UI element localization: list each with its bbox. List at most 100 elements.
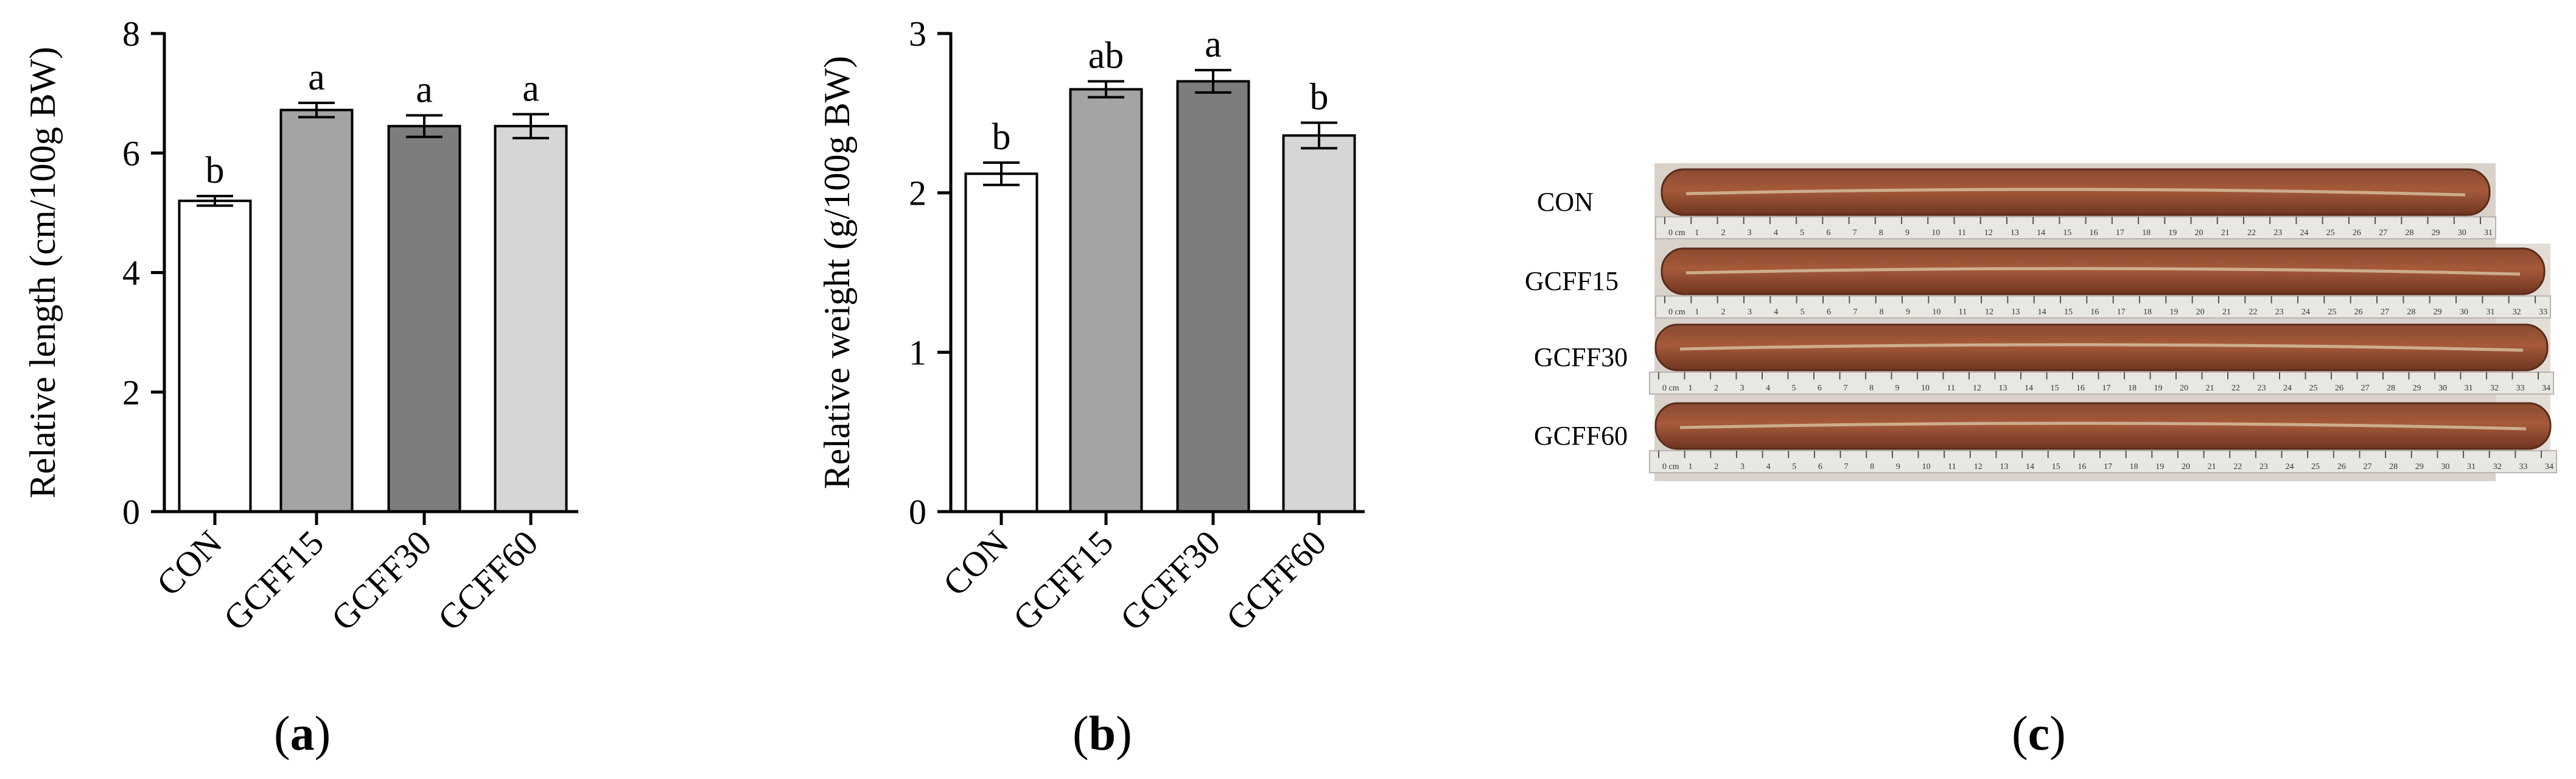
ruler-tick-label: 20 [2180, 384, 2188, 393]
ruler-tick-label: 8 [1870, 462, 1874, 471]
ruler-tick-label: 25 [2309, 384, 2318, 393]
ruler-tick-label: 17 [2116, 228, 2124, 238]
ruler-tick-label: 7 [1844, 384, 1848, 393]
intestine-strip [1661, 247, 2546, 295]
ruler-tick-label: 32 [2493, 462, 2502, 471]
intestine-strip [1654, 402, 2552, 450]
ruler-tick-label: 31 [2484, 228, 2493, 238]
x-tick-label: CON [149, 523, 230, 604]
ruler-tick-label: 4 [1774, 308, 1778, 317]
panel-label-c: (c) [2012, 707, 2066, 761]
ruler-tick-label: 0 cm [1668, 228, 1685, 238]
ruler-tick-label: 15 [2051, 384, 2059, 393]
y-tick-label: 0 [122, 492, 140, 532]
ruler-tick-label: 6 [1826, 228, 1830, 238]
ruler-tick-label: 9 [1895, 384, 1900, 393]
y-tick-label: 1 [909, 333, 926, 372]
y-tick-label: 8 [122, 14, 140, 54]
ruler-tick-label: 24 [2286, 462, 2294, 471]
ruler-tick-label: 9 [1906, 308, 1910, 317]
ruler-tick-label: 11 [1947, 384, 1955, 393]
ruler-tick-label: 18 [2143, 308, 2152, 317]
ruler-tick-label: 30 [2441, 462, 2449, 471]
panel-label-a: (a) [274, 707, 331, 761]
ruler-tick-label: 20 [2196, 308, 2205, 317]
bar-gcff15 [1069, 88, 1143, 513]
bar-con [178, 199, 252, 513]
intestine-highlight [1685, 267, 2521, 276]
ruler-tick-label: 12 [1984, 228, 1993, 238]
ruler-tick-label: 2 [1721, 308, 1726, 317]
ruler-tick-label: 9 [1905, 228, 1909, 238]
ruler-tick-label: 6 [1827, 308, 1831, 317]
intestine-strip [1654, 323, 2549, 372]
ruler-tick-label: 22 [2231, 384, 2240, 393]
x-tick-label: CON [936, 523, 1017, 604]
ruler-tick-label: 31 [2486, 308, 2494, 317]
ruler-tick-label: 25 [2326, 228, 2335, 238]
ruler [1655, 216, 2496, 239]
ruler-tick-label: 19 [2169, 308, 2178, 317]
ruler-tick-label: 13 [1999, 384, 2007, 393]
ruler-tick-label: 3 [1740, 462, 1745, 471]
ruler-tick-label: 25 [2328, 308, 2336, 317]
ruler-tick-label: 26 [2354, 308, 2363, 317]
panel-label-b: (b) [1073, 707, 1132, 761]
intestine-highlight [1679, 343, 2524, 352]
ruler-tick-label: 2 [1714, 384, 1718, 393]
y-tick-label: 3 [909, 14, 926, 54]
ruler-tick-label: 32 [2490, 384, 2499, 393]
ruler-tick-label: 24 [2283, 384, 2292, 393]
ruler-tick-label: 2 [1721, 228, 1725, 238]
ruler-tick-label: 27 [2381, 308, 2389, 317]
ruler-tick-label: 17 [2104, 462, 2112, 471]
ruler-tick-label: 19 [2154, 384, 2163, 393]
y-axis-label-b: Relative weight (g/100g BW) [817, 56, 857, 490]
significance-letter: b [1310, 77, 1329, 118]
significance-letter: a [1205, 24, 1222, 65]
ruler-tick-label: 29 [2415, 462, 2424, 471]
photo-row-label: GCFF30 [1534, 342, 1628, 372]
y-tick-label: 2 [122, 373, 140, 412]
ruler-tick-label: 30 [2438, 384, 2447, 393]
ruler-tick-label: 1 [1689, 462, 1693, 471]
ruler-tick-label: 15 [2063, 228, 2071, 238]
ruler-tick-label: 16 [2090, 228, 2098, 238]
ruler-tick-label: 15 [2064, 308, 2073, 317]
ruler [1649, 372, 2554, 395]
ruler-tick-label: 18 [2142, 228, 2151, 238]
ruler-tick-label: 0 cm [1662, 384, 1679, 393]
ruler-tick-label: 8 [1879, 228, 1883, 238]
ruler-tick-label: 8 [1880, 308, 1884, 317]
ruler-tick-label: 19 [2168, 228, 2177, 238]
ruler-tick-label: 15 [2052, 462, 2060, 471]
ruler-tick-label: 16 [2076, 384, 2085, 393]
ruler-tick-label: 29 [2432, 228, 2440, 238]
intestine-strip [1661, 168, 2491, 216]
ruler-tick-label: 3 [1748, 228, 1752, 238]
ruler-tick-label: 29 [2434, 308, 2442, 317]
intestine-highlight [1679, 421, 2527, 431]
ruler-tick-label: 9 [1896, 462, 1900, 471]
ruler-tick-label: 5 [1800, 228, 1804, 238]
ruler-tick-label: 4 [1766, 384, 1770, 393]
ruler-tick-label: 10 [1931, 228, 1940, 238]
ruler-tick-label: 30 [2460, 308, 2468, 317]
ruler-tick-label: 6 [1818, 384, 1822, 393]
ruler-tick-label: 7 [1844, 462, 1849, 471]
ruler-tick-label: 33 [2519, 462, 2527, 471]
x-tick-label: GCFF15 [216, 523, 332, 638]
ruler-tick-label: 10 [1922, 462, 1930, 471]
ruler-tick-label: 22 [2233, 462, 2242, 471]
x-tick-label: GCFF30 [324, 523, 439, 638]
ruler-tick-label: 31 [2467, 462, 2476, 471]
ruler-tick-label: 20 [2195, 228, 2203, 238]
x-tick-label: GCFF60 [430, 523, 546, 638]
photo-row-label: GCFF15 [1525, 266, 1619, 296]
x-tick-label: GCFF60 [1219, 523, 1334, 638]
ruler-tick-label: 31 [2465, 384, 2473, 393]
ruler [1655, 295, 2551, 319]
ruler-tick-label: 33 [2516, 384, 2525, 393]
